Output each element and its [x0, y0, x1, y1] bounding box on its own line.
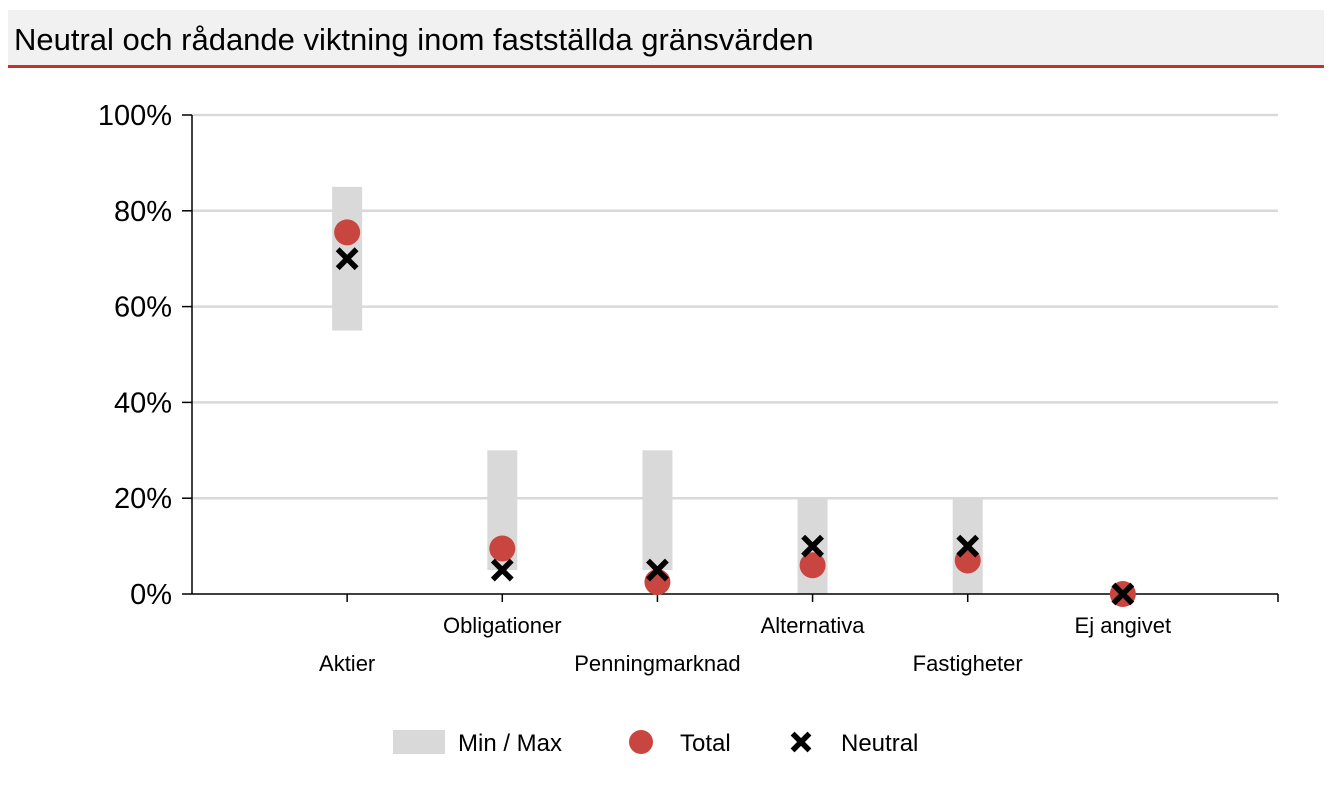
neutral-marker [1111, 582, 1135, 606]
chart-title-bar: Neutral och rådande viktning inom fastst… [8, 10, 1324, 68]
y-tick-label: 80% [114, 196, 172, 228]
x-stroke [490, 558, 514, 582]
legend-swatch-minmax [393, 730, 445, 754]
x-tick-label: Penningmarknad [574, 651, 740, 676]
neutral-marker [801, 534, 824, 558]
x-stroke [801, 534, 824, 558]
gridlines [192, 113, 1278, 500]
range-bar [642, 450, 673, 571]
total-marker [334, 219, 361, 246]
total-marker [799, 552, 826, 579]
x-tick-labels: Aktier Obligationer Penningmarknad Alternat… [319, 613, 1171, 676]
neutral-marker [646, 558, 669, 582]
neutral-marker [490, 558, 514, 582]
y-tick-label: 0% [130, 579, 172, 611]
x-tick-label: Ej angivet [1075, 613, 1172, 638]
legend-label-total: Total [680, 730, 731, 757]
neutral-marker [335, 247, 359, 271]
x-tick-label: Alternativa [761, 613, 866, 638]
legend-swatch-total [629, 730, 653, 754]
y-tick-label: 40% [114, 387, 172, 419]
x-stroke [956, 534, 980, 558]
range-bars [332, 186, 983, 594]
x-stroke [1111, 582, 1135, 606]
y-tick-label: 20% [114, 483, 172, 515]
x-tick-label: Fastigheter [913, 651, 1023, 676]
x-stroke [335, 247, 359, 271]
neutral-markers [335, 247, 1135, 606]
total-markers [334, 219, 1136, 607]
y-tick-labels: 0% 20% 40% 60% 80% 100% [98, 100, 172, 611]
x-stroke [646, 558, 669, 582]
y-tick-label: 60% [114, 292, 172, 324]
x-stroke [790, 731, 812, 753]
y-tick-label: 100% [98, 100, 172, 132]
x-tick-label: Obligationer [443, 613, 562, 638]
axes [182, 114, 1279, 602]
chart-title: Neutral och rådande viktning inom fastst… [14, 22, 814, 57]
legend-swatch-neutral [790, 731, 812, 753]
total-marker [489, 535, 516, 562]
legend-label-minmax: Min / Max [458, 730, 562, 757]
legend-label-neutral: Neutral [841, 730, 918, 757]
neutral-marker [956, 534, 980, 558]
x-tick-label: Aktier [319, 651, 375, 676]
legend: Min / Max Total Neutral [393, 730, 918, 757]
